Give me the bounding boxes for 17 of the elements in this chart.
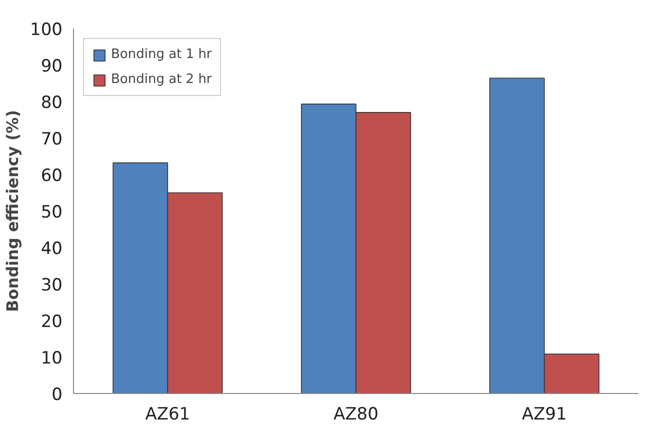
y-tick-label: 0 bbox=[52, 385, 63, 405]
y-tick-label: 70 bbox=[40, 130, 63, 150]
y-tick-label: 100 bbox=[30, 20, 63, 40]
y-tick-label: 30 bbox=[40, 276, 63, 296]
y-tick-label: 60 bbox=[40, 166, 63, 186]
y-tick-label: 10 bbox=[40, 348, 63, 368]
x-tick-label: AZ61 bbox=[145, 404, 190, 424]
y-tick-label: 90 bbox=[40, 56, 63, 76]
y-tick-label: 20 bbox=[40, 312, 63, 332]
y-tick-label: 40 bbox=[40, 239, 63, 259]
y-tick-label: 80 bbox=[40, 93, 63, 113]
y-axis-title: Bonding efficiency (%) bbox=[3, 110, 22, 312]
x-tick-label: AZ80 bbox=[334, 404, 378, 424]
legend-label: Bonding at 2 hr bbox=[111, 72, 212, 87]
y-tick-label: 50 bbox=[40, 202, 63, 222]
x-tick-label: AZ91 bbox=[522, 404, 567, 424]
legend-label: Bonding at 1 hr bbox=[111, 47, 212, 62]
